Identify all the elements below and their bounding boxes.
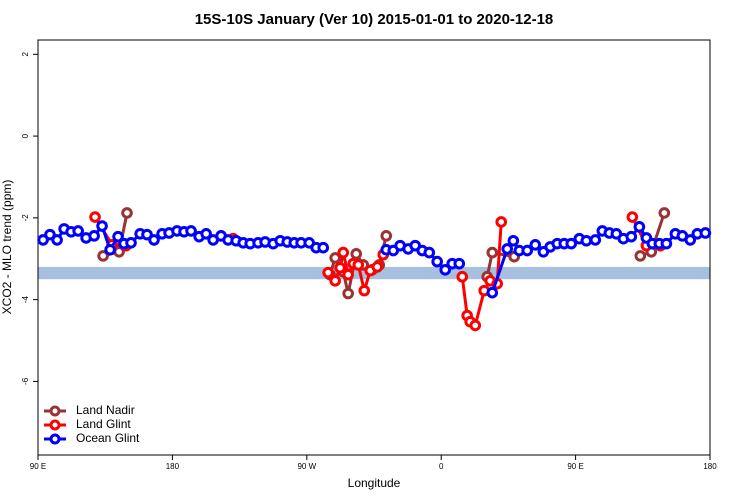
- data-point: [97, 250, 109, 262]
- data-point: [699, 227, 712, 239]
- data-point: [96, 220, 108, 232]
- data-point: [486, 286, 499, 299]
- y-tick-label: 2: [21, 52, 30, 57]
- data-point: [634, 250, 647, 262]
- y-tick-label: -2: [21, 214, 30, 222]
- data-point: [371, 261, 384, 273]
- data-point: [423, 246, 436, 259]
- data-point: [565, 237, 578, 250]
- data-point: [322, 266, 334, 279]
- x-tick-label: 180: [703, 462, 717, 471]
- x-tick-label: 90 W: [297, 462, 316, 471]
- x-tick-label: 90 E: [567, 462, 583, 471]
- data-point: [684, 234, 697, 246]
- legend-label: Land Nadir: [76, 403, 135, 417]
- y-tick-label: 0: [21, 133, 30, 138]
- chart-title: 15S-10S January (Ver 10) 2015-01-01 to 2…: [195, 11, 554, 28]
- data-point: [317, 241, 330, 254]
- data-point: [334, 261, 346, 274]
- data-point: [507, 234, 520, 247]
- data-point: [589, 234, 602, 246]
- data-point: [89, 211, 101, 223]
- data-point: [358, 284, 371, 297]
- data-point: [125, 236, 137, 249]
- data-point: [380, 230, 393, 242]
- x-axis-label: Longitude: [348, 476, 401, 490]
- x-tick-label: 180: [166, 462, 180, 471]
- legend-label: Ocean Glint: [76, 431, 140, 445]
- data-point: [521, 244, 534, 257]
- x-tick-label: 0: [439, 462, 444, 471]
- x-tick-label: 90 E: [30, 462, 46, 471]
- plot-frame: [37, 39, 711, 456]
- legend-swatch-marker: [49, 405, 61, 417]
- legend-swatch-marker: [49, 433, 61, 445]
- data-point: [342, 287, 354, 300]
- data-point: [148, 234, 160, 246]
- data-point: [185, 225, 197, 237]
- y-tick-label: -6: [21, 377, 30, 385]
- data-point: [72, 225, 84, 237]
- data-point: [658, 207, 671, 219]
- y-axis-label: XCO2 - MLO trend (ppm): [0, 180, 14, 315]
- data-point: [200, 228, 212, 240]
- data-point: [342, 268, 354, 281]
- data-point: [112, 230, 124, 243]
- data-point: [431, 255, 443, 268]
- data-point: [439, 263, 452, 276]
- data-point: [337, 246, 350, 259]
- y-tick-label: -4: [21, 296, 30, 304]
- data-point: [51, 234, 63, 246]
- data-point: [121, 207, 133, 219]
- data-point: [350, 248, 363, 260]
- data-point: [352, 259, 365, 271]
- legend-label: Land Glint: [76, 417, 131, 431]
- data-point: [660, 237, 673, 250]
- data-point: [626, 211, 639, 223]
- data-point: [625, 230, 638, 243]
- data-point: [329, 275, 341, 287]
- data-point: [456, 270, 469, 283]
- data-point: [580, 234, 593, 247]
- data-point: [88, 230, 100, 242]
- data-point: [44, 228, 56, 241]
- data-point: [486, 246, 499, 259]
- legend-swatch-marker: [49, 419, 61, 431]
- data-point: [529, 239, 542, 251]
- data-point: [329, 252, 341, 264]
- data-point: [633, 221, 646, 233]
- data-point: [104, 243, 116, 256]
- data-point: [495, 216, 508, 228]
- data-point: [141, 228, 153, 241]
- data-point: [501, 243, 514, 255]
- data-point: [453, 257, 466, 270]
- data-point: [469, 319, 482, 332]
